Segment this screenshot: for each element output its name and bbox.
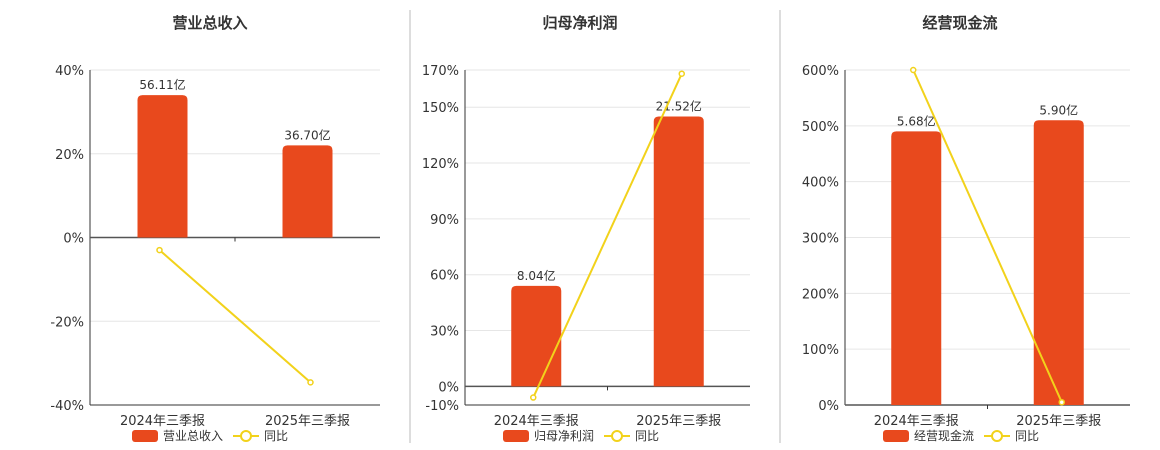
- legend-line-marker: [611, 430, 623, 442]
- bar-data-label: 5.90亿: [1039, 102, 1078, 117]
- chart-title: 归母净利润: [542, 14, 617, 32]
- legend-bar-label: 经营现金流: [914, 428, 974, 443]
- y-tick-label: 170%: [422, 64, 459, 79]
- y-tick-label: -10%: [425, 399, 459, 414]
- y-tick-label: 0%: [818, 399, 839, 414]
- bar-data-label: 21.52亿: [656, 99, 702, 114]
- legend-bar-swatch: [503, 430, 529, 442]
- line-point: [910, 66, 917, 74]
- y-tick-label: 30%: [430, 325, 459, 340]
- bar: [653, 116, 704, 387]
- legend-bar-swatch: [132, 430, 158, 442]
- line-point: [678, 70, 685, 77]
- legend-line-marker: [240, 430, 252, 442]
- y-tick-label: 500%: [802, 120, 839, 135]
- y-tick-label: 120%: [422, 157, 459, 172]
- legend-bar-swatch: [883, 430, 909, 442]
- chart-panel-1: 营业总收入 -40% -20% 0% 20% 40% 2024年三季报 2025年三季报 56.…: [50, 14, 380, 443]
- chart-panel-2: 归母净利润 -10% 0% 30% 60% 90% 120% 150% 170% 2024年三季报…: [422, 14, 750, 443]
- y-tick-label: 400%: [802, 176, 839, 191]
- bar-data-label: 36.70亿: [284, 127, 330, 142]
- y-tick-label: 20%: [55, 148, 84, 163]
- y-tick-label: -40%: [50, 399, 84, 414]
- y-tick-label: 0%: [63, 232, 84, 247]
- bar: [511, 285, 562, 387]
- line-point: [530, 394, 537, 401]
- chart-panel-3: 经营现金流 0% 100% 200% 300% 400% 500% 600% 2024年三季报 2…: [802, 14, 1130, 443]
- y-tick-label: 200%: [802, 287, 839, 302]
- y-tick-label: 600%: [802, 64, 839, 79]
- y-tick-label: 100%: [802, 343, 839, 358]
- y-tick-label: 300%: [802, 232, 839, 247]
- bar: [282, 145, 333, 238]
- line-series: [532, 73, 683, 398]
- y-tick-label: 0%: [438, 380, 459, 395]
- chart-title: 经营现金流: [922, 14, 997, 32]
- legend-line-label: 同比: [635, 429, 659, 443]
- line-point: [156, 246, 163, 254]
- bar-data-label: 56.11亿: [139, 77, 185, 92]
- line-point: [307, 379, 314, 386]
- x-tick-label: 2024年三季报: [120, 414, 205, 429]
- bar: [137, 95, 188, 238]
- bar-data-label: 8.04亿: [517, 268, 556, 283]
- x-tick-label: 2024年三季报: [494, 414, 579, 429]
- y-tick-label: 60%: [430, 269, 459, 284]
- legend-line-label: 同比: [1015, 429, 1039, 443]
- y-tick-label: -20%: [50, 315, 84, 330]
- y-tick-label: 40%: [55, 64, 84, 79]
- bar: [891, 131, 942, 405]
- x-tick-label: 2024年三季报: [874, 414, 959, 429]
- legend-line-marker: [991, 430, 1003, 442]
- legend-line-label: 同比: [264, 429, 288, 443]
- legend-bar-label: 归母净利润: [534, 429, 594, 443]
- x-tick-label: 2025年三季报: [265, 414, 350, 429]
- line-series: [912, 69, 1063, 403]
- x-tick-label: 2025年三季报: [636, 414, 721, 429]
- y-tick-label: 150%: [422, 101, 459, 116]
- x-tick-label: 2025年三季报: [1016, 414, 1101, 429]
- chart-title: 营业总收入: [172, 14, 247, 32]
- line-point: [1058, 398, 1065, 406]
- y-tick-label: 90%: [430, 213, 459, 228]
- legend-bar-label: 营业总收入: [163, 429, 223, 443]
- bar-data-label: 5.68亿: [897, 113, 936, 128]
- bar: [1033, 120, 1084, 405]
- line-series: [158, 249, 312, 384]
